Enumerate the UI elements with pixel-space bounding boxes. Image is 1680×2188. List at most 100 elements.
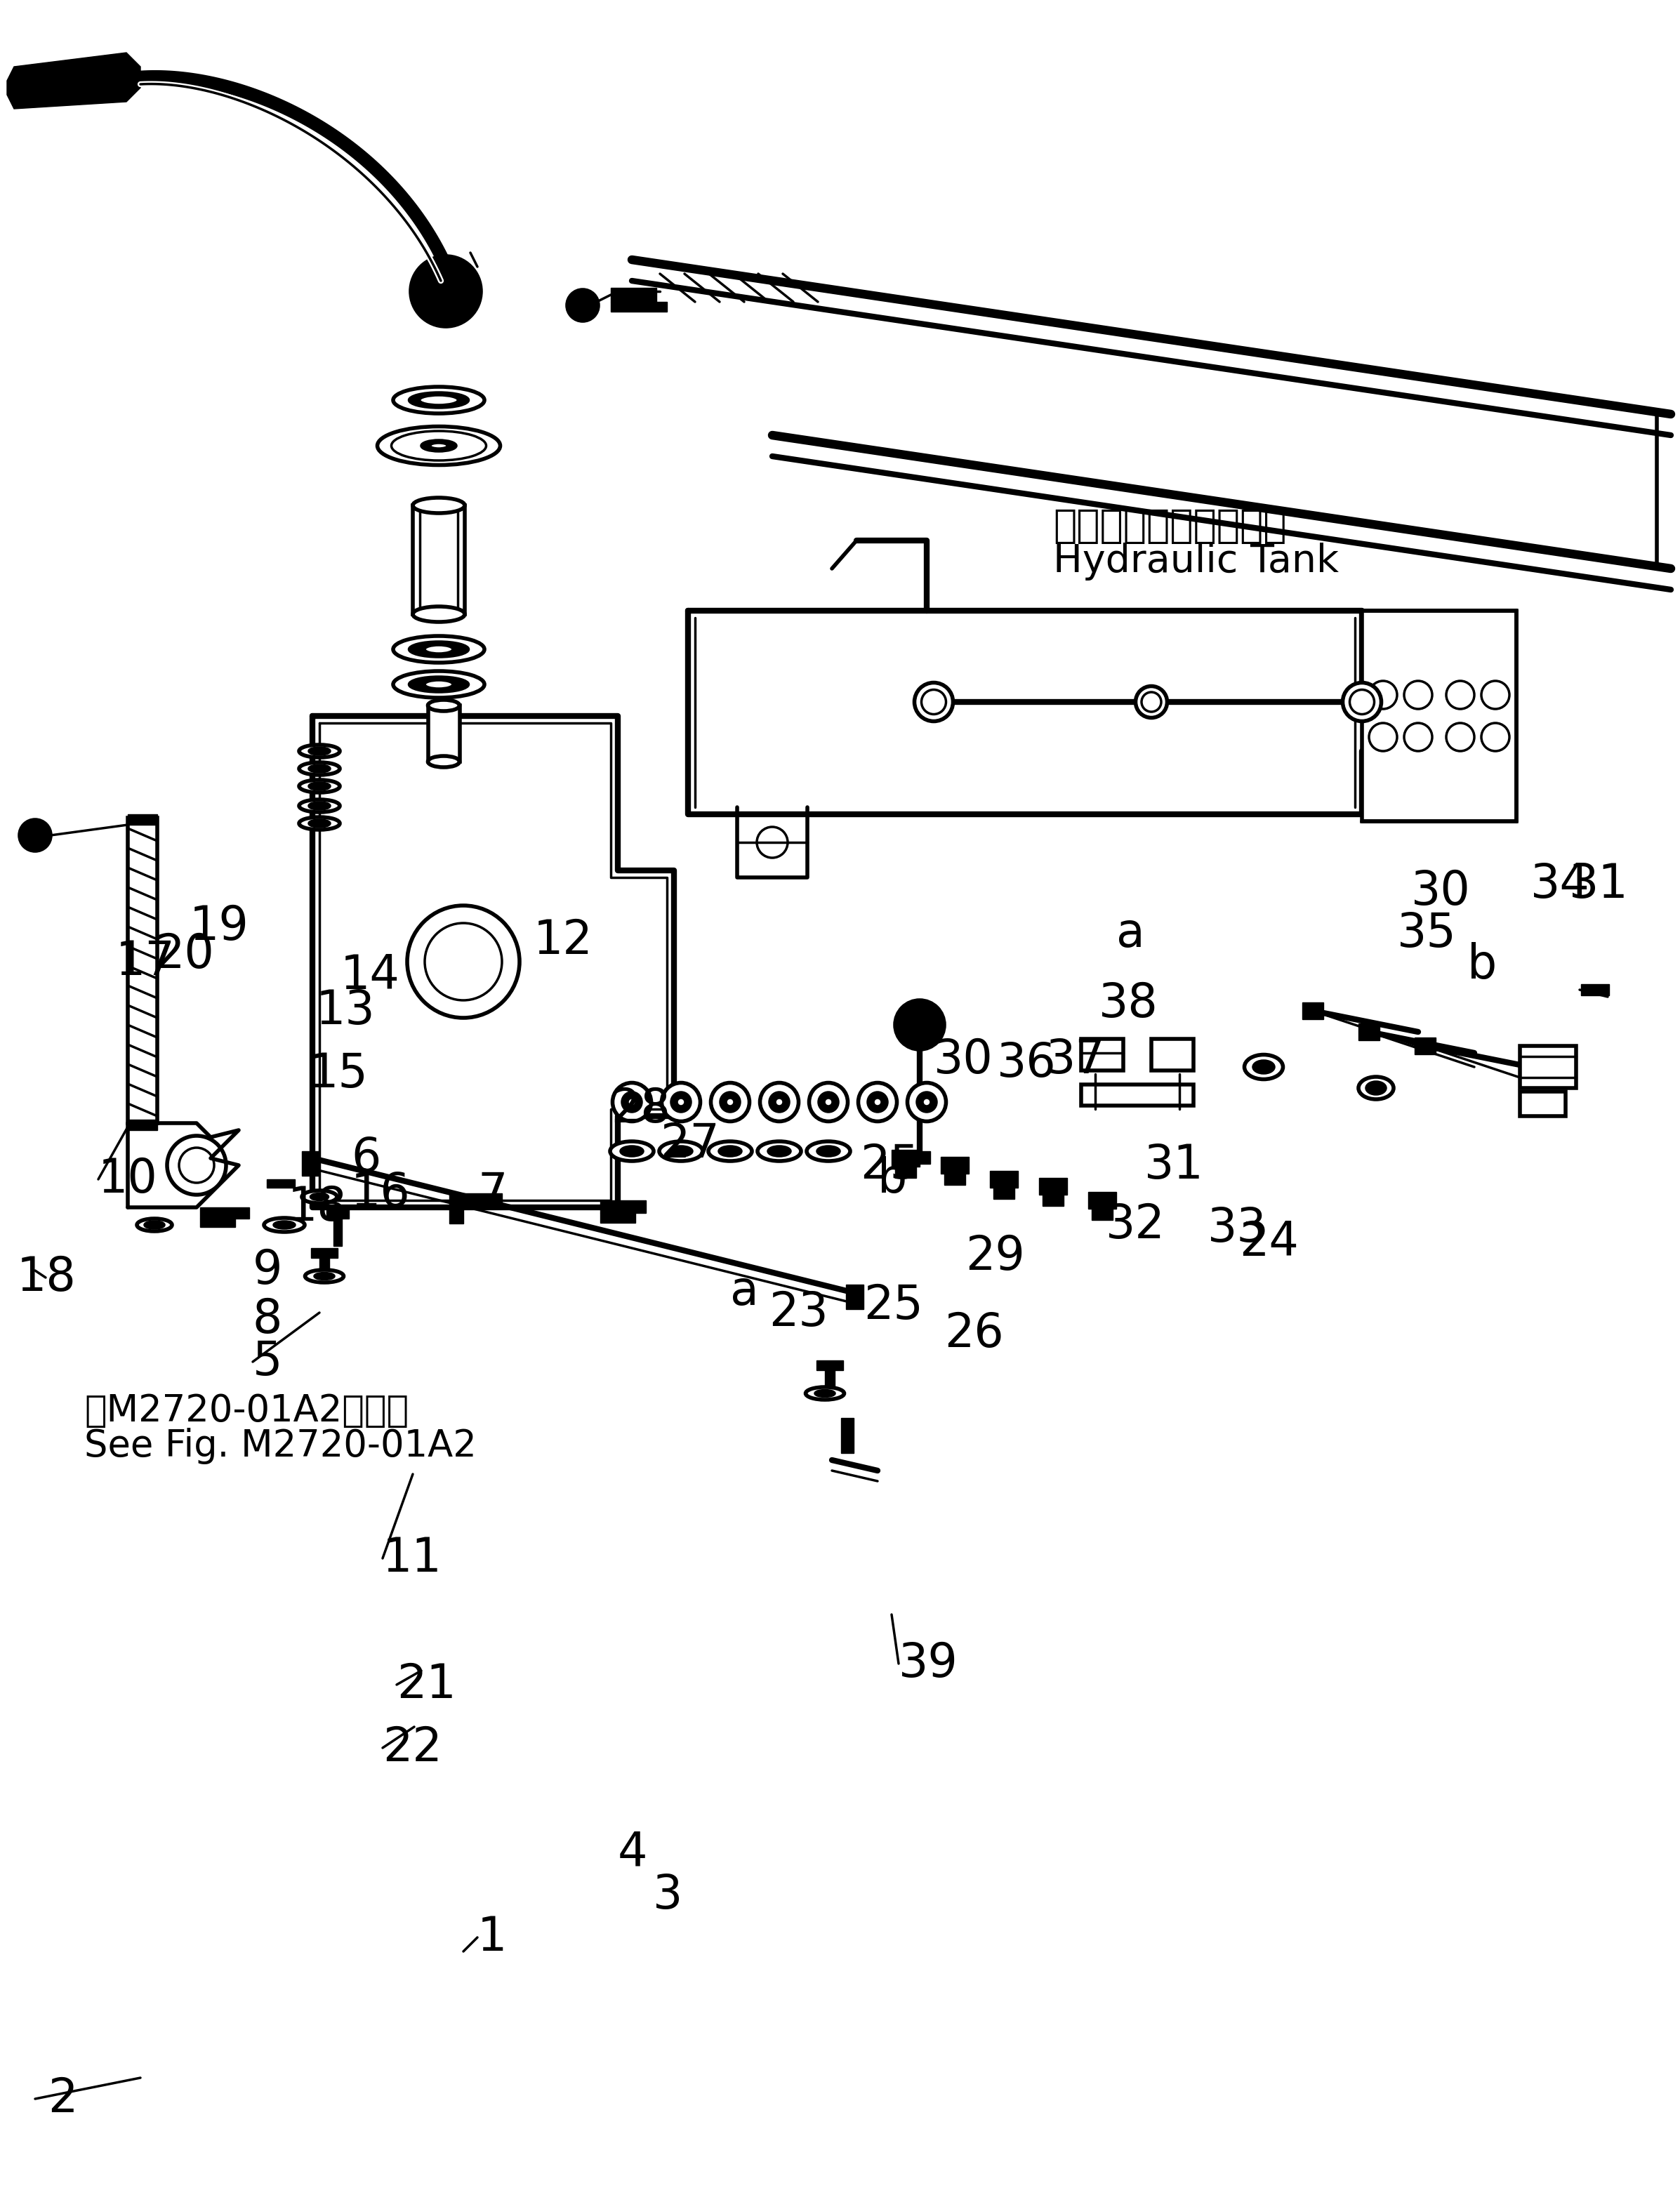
Bar [941, 1157, 969, 1173]
Ellipse shape [314, 1273, 334, 1280]
Ellipse shape [420, 396, 459, 405]
Ellipse shape [917, 1092, 936, 1112]
Text: 28: 28 [612, 1085, 670, 1131]
Ellipse shape [622, 1092, 642, 1112]
Bar [847, 1284, 864, 1308]
Text: 6: 6 [351, 1136, 381, 1182]
Ellipse shape [274, 1221, 296, 1227]
Bar [1043, 1195, 1063, 1206]
Polygon shape [7, 53, 141, 109]
Ellipse shape [393, 637, 484, 663]
Text: 31: 31 [1144, 1142, 1205, 1188]
Text: 25: 25 [860, 1142, 919, 1188]
Bar [200, 1208, 249, 1219]
Ellipse shape [299, 799, 339, 812]
Bar [825, 1361, 835, 1394]
Circle shape [20, 820, 50, 851]
Bar [842, 1418, 853, 1453]
Bar [326, 1208, 349, 1219]
Ellipse shape [1349, 689, 1374, 713]
Text: 25: 25 [864, 1282, 922, 1328]
Text: 7: 7 [477, 1171, 507, 1217]
Bar [333, 1208, 343, 1245]
Ellipse shape [408, 641, 469, 656]
Bar [128, 814, 158, 825]
Ellipse shape [393, 387, 484, 414]
Text: 14: 14 [341, 952, 400, 1000]
Ellipse shape [662, 1083, 701, 1122]
Bar [311, 1247, 338, 1258]
Bar [993, 1188, 1015, 1199]
Text: See Fig. M2720-01A2: See Fig. M2720-01A2 [84, 1429, 477, 1464]
Bar [428, 705, 460, 761]
Text: 26: 26 [944, 1311, 1003, 1357]
Bar [892, 1151, 919, 1166]
Text: 39: 39 [899, 1641, 958, 1687]
Ellipse shape [709, 1142, 753, 1162]
Ellipse shape [613, 1083, 652, 1122]
Ellipse shape [425, 645, 454, 654]
Bar [1520, 1046, 1576, 1087]
Ellipse shape [1245, 1055, 1284, 1079]
Text: b: b [1467, 943, 1497, 989]
Text: 24: 24 [1240, 1219, 1299, 1265]
Bar [816, 1361, 843, 1370]
Text: 32: 32 [1105, 1201, 1166, 1247]
Text: 37: 37 [1047, 1037, 1105, 1083]
Ellipse shape [759, 1083, 798, 1122]
Ellipse shape [1366, 1081, 1386, 1094]
Ellipse shape [136, 1219, 171, 1232]
Bar [612, 302, 667, 311]
Bar [1082, 1085, 1193, 1105]
Ellipse shape [299, 816, 339, 829]
Text: Hydraulic Tank: Hydraulic Tank [1053, 543, 1339, 580]
Text: 第M2720-01A2図参照: 第M2720-01A2図参照 [84, 1394, 408, 1429]
Ellipse shape [299, 761, 339, 775]
Ellipse shape [921, 689, 946, 713]
Text: b: b [877, 1155, 907, 1203]
Bar [302, 1151, 319, 1175]
Ellipse shape [299, 779, 339, 792]
Ellipse shape [264, 1219, 304, 1232]
Ellipse shape [818, 1092, 838, 1112]
Bar [319, 1249, 329, 1280]
Bar [895, 1166, 916, 1177]
Bar [128, 1120, 158, 1131]
Ellipse shape [1359, 1076, 1394, 1098]
Ellipse shape [422, 440, 457, 451]
Ellipse shape [144, 1221, 165, 1227]
Ellipse shape [620, 1147, 643, 1155]
Ellipse shape [1342, 683, 1381, 722]
Ellipse shape [378, 427, 501, 466]
Ellipse shape [711, 1083, 749, 1122]
Bar [600, 1201, 645, 1212]
Bar [1359, 1024, 1379, 1039]
Bar [449, 1206, 464, 1223]
Bar [1581, 985, 1609, 996]
Text: ハイドロリックタンク: ハイドロリックタンク [1053, 508, 1287, 545]
Text: 36: 36 [996, 1039, 1057, 1087]
Bar [600, 1212, 635, 1223]
Text: 10: 10 [99, 1155, 158, 1203]
Bar [612, 289, 657, 302]
Bar [267, 1179, 296, 1188]
Ellipse shape [721, 1092, 739, 1112]
Ellipse shape [922, 1098, 931, 1107]
Ellipse shape [311, 1195, 328, 1199]
Text: 13: 13 [316, 987, 375, 1035]
Ellipse shape [914, 683, 953, 722]
Ellipse shape [408, 676, 469, 691]
Ellipse shape [670, 1092, 690, 1112]
Text: 5: 5 [252, 1339, 282, 1385]
Ellipse shape [815, 1389, 835, 1396]
Bar [1151, 1039, 1193, 1070]
Bar [1082, 1039, 1124, 1070]
Bar [909, 1151, 931, 1164]
Text: a: a [731, 1269, 759, 1315]
Ellipse shape [306, 1269, 344, 1282]
Ellipse shape [816, 1147, 840, 1155]
Ellipse shape [413, 606, 465, 621]
Text: 18: 18 [287, 1184, 348, 1230]
Ellipse shape [874, 1098, 882, 1107]
Text: 19: 19 [190, 904, 249, 950]
